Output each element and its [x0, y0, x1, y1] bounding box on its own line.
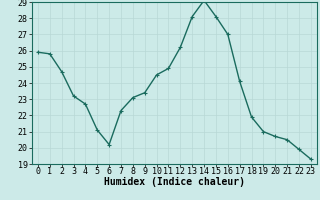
X-axis label: Humidex (Indice chaleur): Humidex (Indice chaleur) [104, 177, 245, 187]
